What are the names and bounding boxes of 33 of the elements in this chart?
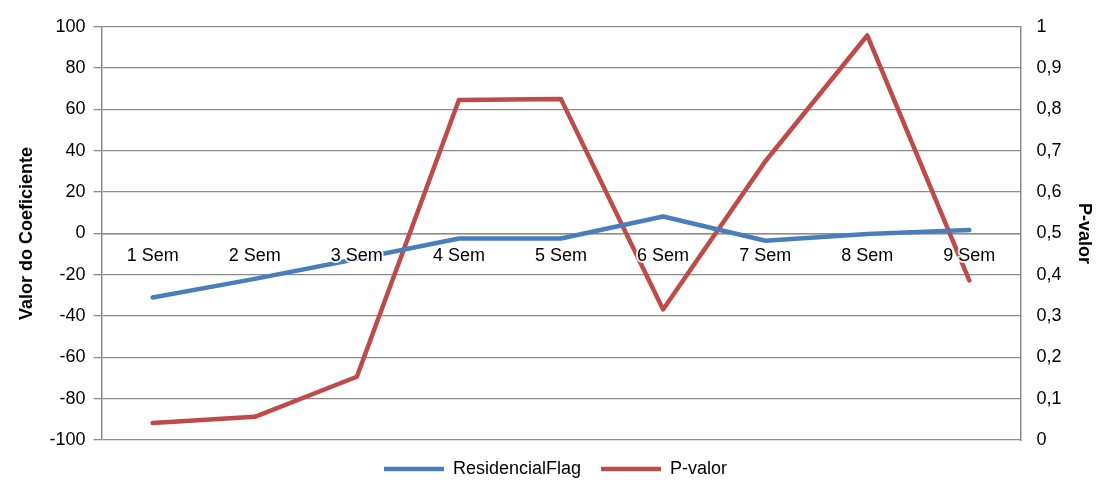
y2-tick-label: 0,2 <box>1036 346 1062 367</box>
y2-tick-label: 1 <box>1036 15 1047 36</box>
y2-tick-label: 0,6 <box>1036 181 1062 202</box>
y-tick-label: -20 <box>59 263 86 284</box>
y-tick-label: 100 <box>55 15 86 36</box>
y-axis-title: Valor do Coeficiente <box>15 146 36 320</box>
x-tick-label: 2 Sem <box>228 245 281 266</box>
y-tick-label: -80 <box>59 387 86 408</box>
y-tick-label: -40 <box>59 305 86 326</box>
legend-label: ResidencialFlag <box>452 457 582 478</box>
y2-tick-label: 0,1 <box>1036 387 1062 408</box>
y-tick-label: 80 <box>65 57 86 78</box>
y2-tick-label: 0,9 <box>1036 57 1062 78</box>
x-tick-label: 5 Sem <box>534 245 588 266</box>
x-tick-label: 8 Sem <box>841 245 894 266</box>
y2-tick-label: 0 <box>1036 428 1047 449</box>
y-tick-label: -60 <box>59 346 86 367</box>
y-tick-label: 20 <box>65 181 86 202</box>
x-tick-label: 7 Sem <box>739 245 792 266</box>
x-tick-label: 4 Sem <box>432 245 485 266</box>
y-tick-label: -100 <box>49 428 86 449</box>
y2-tick-label: 0,5 <box>1036 222 1062 243</box>
y-tick-label: 60 <box>65 98 86 119</box>
y2-tick-label: 0,4 <box>1036 263 1062 284</box>
y2-axis-title: P-valor <box>1075 202 1096 264</box>
y-tick-label: 40 <box>65 139 86 160</box>
x-tick-label: 1 Sem <box>126 245 179 266</box>
y-tick-label: 0 <box>75 222 86 243</box>
y2-tick-label: 0,3 <box>1036 305 1062 326</box>
x-tick-label: 6 Sem <box>637 245 690 266</box>
legend-label: P-valor <box>670 457 728 478</box>
y2-tick-label: 0,8 <box>1036 98 1062 119</box>
y2-tick-label: 0,7 <box>1036 139 1062 160</box>
